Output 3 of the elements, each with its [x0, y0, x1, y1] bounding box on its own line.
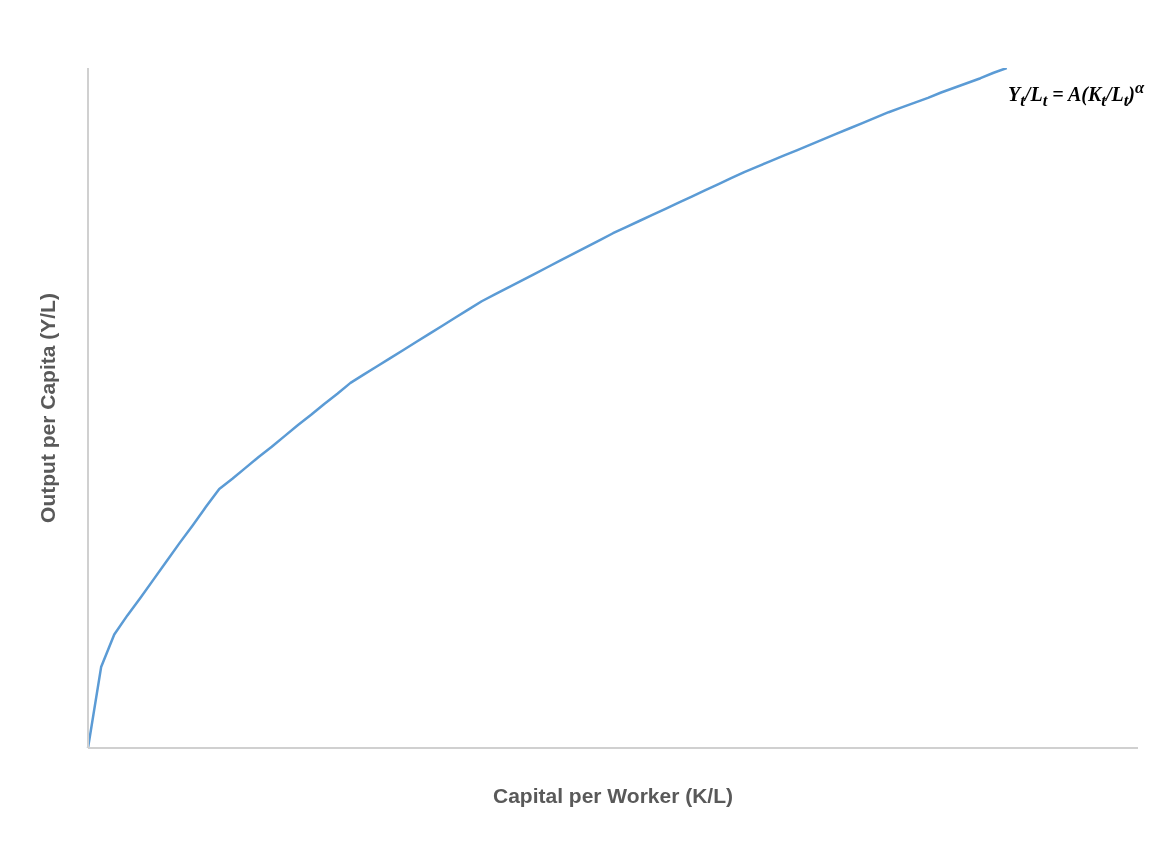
y-axis-title: Output per Capita (Y/L) — [36, 293, 60, 523]
text: Y$_{t}$/L$_{t}$ = A(K$_{t}$/L$_{t}$)$^{α}$ — [1008, 78, 1145, 110]
x-axis-title: Capital per Worker (K/L) — [493, 784, 733, 807]
